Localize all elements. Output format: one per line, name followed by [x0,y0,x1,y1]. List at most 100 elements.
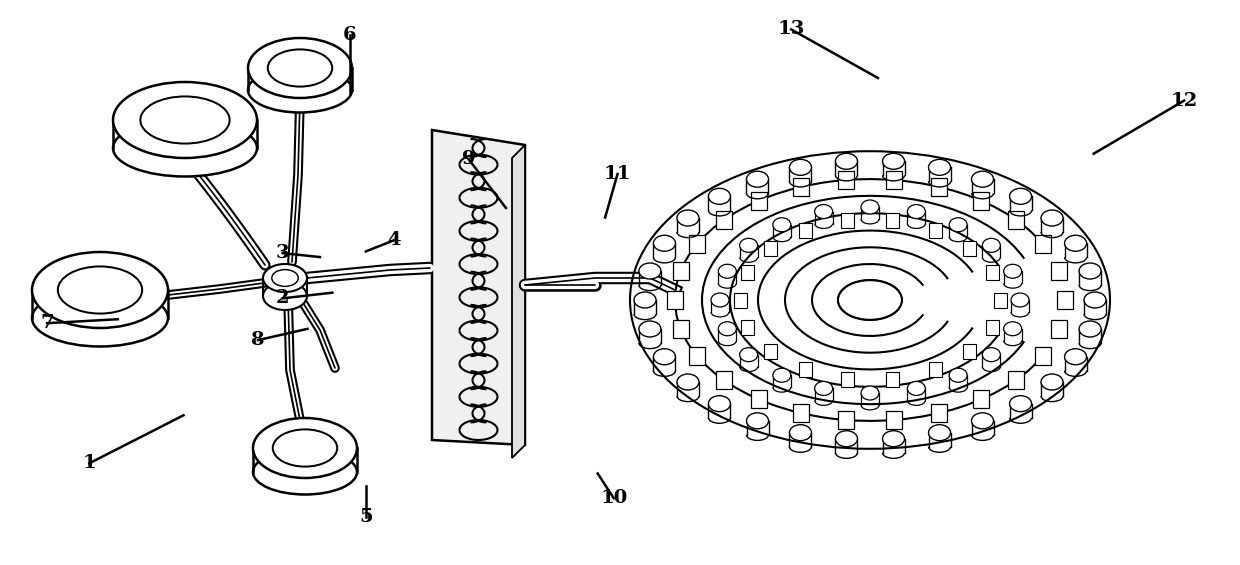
Ellipse shape [739,347,758,362]
Text: 11: 11 [604,165,631,183]
Ellipse shape [718,321,737,336]
Bar [972,390,988,408]
Bar [838,411,854,429]
Bar [799,223,811,238]
Ellipse shape [634,292,656,308]
Text: 3: 3 [277,244,289,262]
Ellipse shape [677,210,699,226]
Ellipse shape [836,431,858,447]
Bar [838,171,854,189]
Ellipse shape [113,82,257,158]
Ellipse shape [739,238,758,253]
Polygon shape [432,130,525,445]
Bar [885,411,901,429]
Bar [1034,347,1050,365]
Ellipse shape [929,159,951,175]
Ellipse shape [1003,321,1022,336]
Ellipse shape [263,264,308,292]
Ellipse shape [908,381,925,395]
Ellipse shape [718,264,737,278]
Bar [715,371,732,389]
Text: 7: 7 [41,314,53,332]
Ellipse shape [773,218,791,232]
Bar [963,344,976,359]
Ellipse shape [1079,321,1101,337]
Ellipse shape [1011,293,1029,307]
Text: 1: 1 [82,454,97,472]
Bar [986,265,998,280]
Ellipse shape [982,238,1001,253]
Bar [887,372,899,387]
Ellipse shape [248,67,352,112]
Ellipse shape [815,381,832,395]
Ellipse shape [790,425,811,441]
Bar [672,262,688,280]
Ellipse shape [1009,188,1032,205]
Ellipse shape [1042,374,1063,390]
Ellipse shape [883,153,904,170]
Ellipse shape [1065,349,1086,365]
Ellipse shape [908,205,925,219]
Bar [972,192,988,210]
Ellipse shape [982,347,1001,362]
Text: 2: 2 [277,289,289,307]
Ellipse shape [746,171,769,187]
Bar [1052,320,1068,338]
Ellipse shape [32,289,167,346]
Ellipse shape [653,349,676,365]
Ellipse shape [838,280,901,320]
Ellipse shape [861,386,879,400]
Bar [734,293,746,307]
Bar [931,404,947,422]
Ellipse shape [248,38,352,98]
Text: 9: 9 [463,150,475,168]
Bar [792,178,808,196]
Bar [689,235,706,253]
Ellipse shape [949,218,967,232]
Bar [689,347,706,365]
Bar [742,320,754,335]
Bar [751,192,768,210]
Bar [841,372,854,387]
Bar [929,362,941,377]
Bar [885,171,901,189]
Ellipse shape [253,450,357,494]
Bar [986,320,998,335]
Ellipse shape [32,252,167,328]
Bar [672,320,688,338]
Bar [799,362,811,377]
Bar [1052,262,1068,280]
Ellipse shape [653,235,676,251]
Ellipse shape [861,200,879,214]
Bar [751,390,768,408]
Text: 10: 10 [600,489,627,507]
Ellipse shape [677,374,699,390]
Ellipse shape [1079,263,1101,279]
Polygon shape [512,145,525,458]
Bar [931,178,947,196]
Text: 5: 5 [360,508,372,526]
Bar [1056,291,1073,309]
Ellipse shape [263,282,308,310]
Bar [715,211,732,229]
Ellipse shape [253,418,357,478]
Ellipse shape [1084,292,1106,308]
Bar [764,344,777,359]
Ellipse shape [639,321,661,337]
Bar [1034,235,1050,253]
Ellipse shape [790,159,811,175]
Ellipse shape [929,425,951,441]
Bar [1008,211,1024,229]
Ellipse shape [711,293,729,307]
Ellipse shape [113,120,257,176]
Text: 4: 4 [388,231,401,249]
Bar [764,241,777,256]
Bar [667,291,683,309]
Ellipse shape [836,153,858,170]
Text: 13: 13 [777,20,805,38]
Ellipse shape [708,396,730,412]
Ellipse shape [1003,264,1022,278]
Text: 12: 12 [1171,92,1198,110]
Bar [887,213,899,228]
Ellipse shape [1009,396,1032,412]
